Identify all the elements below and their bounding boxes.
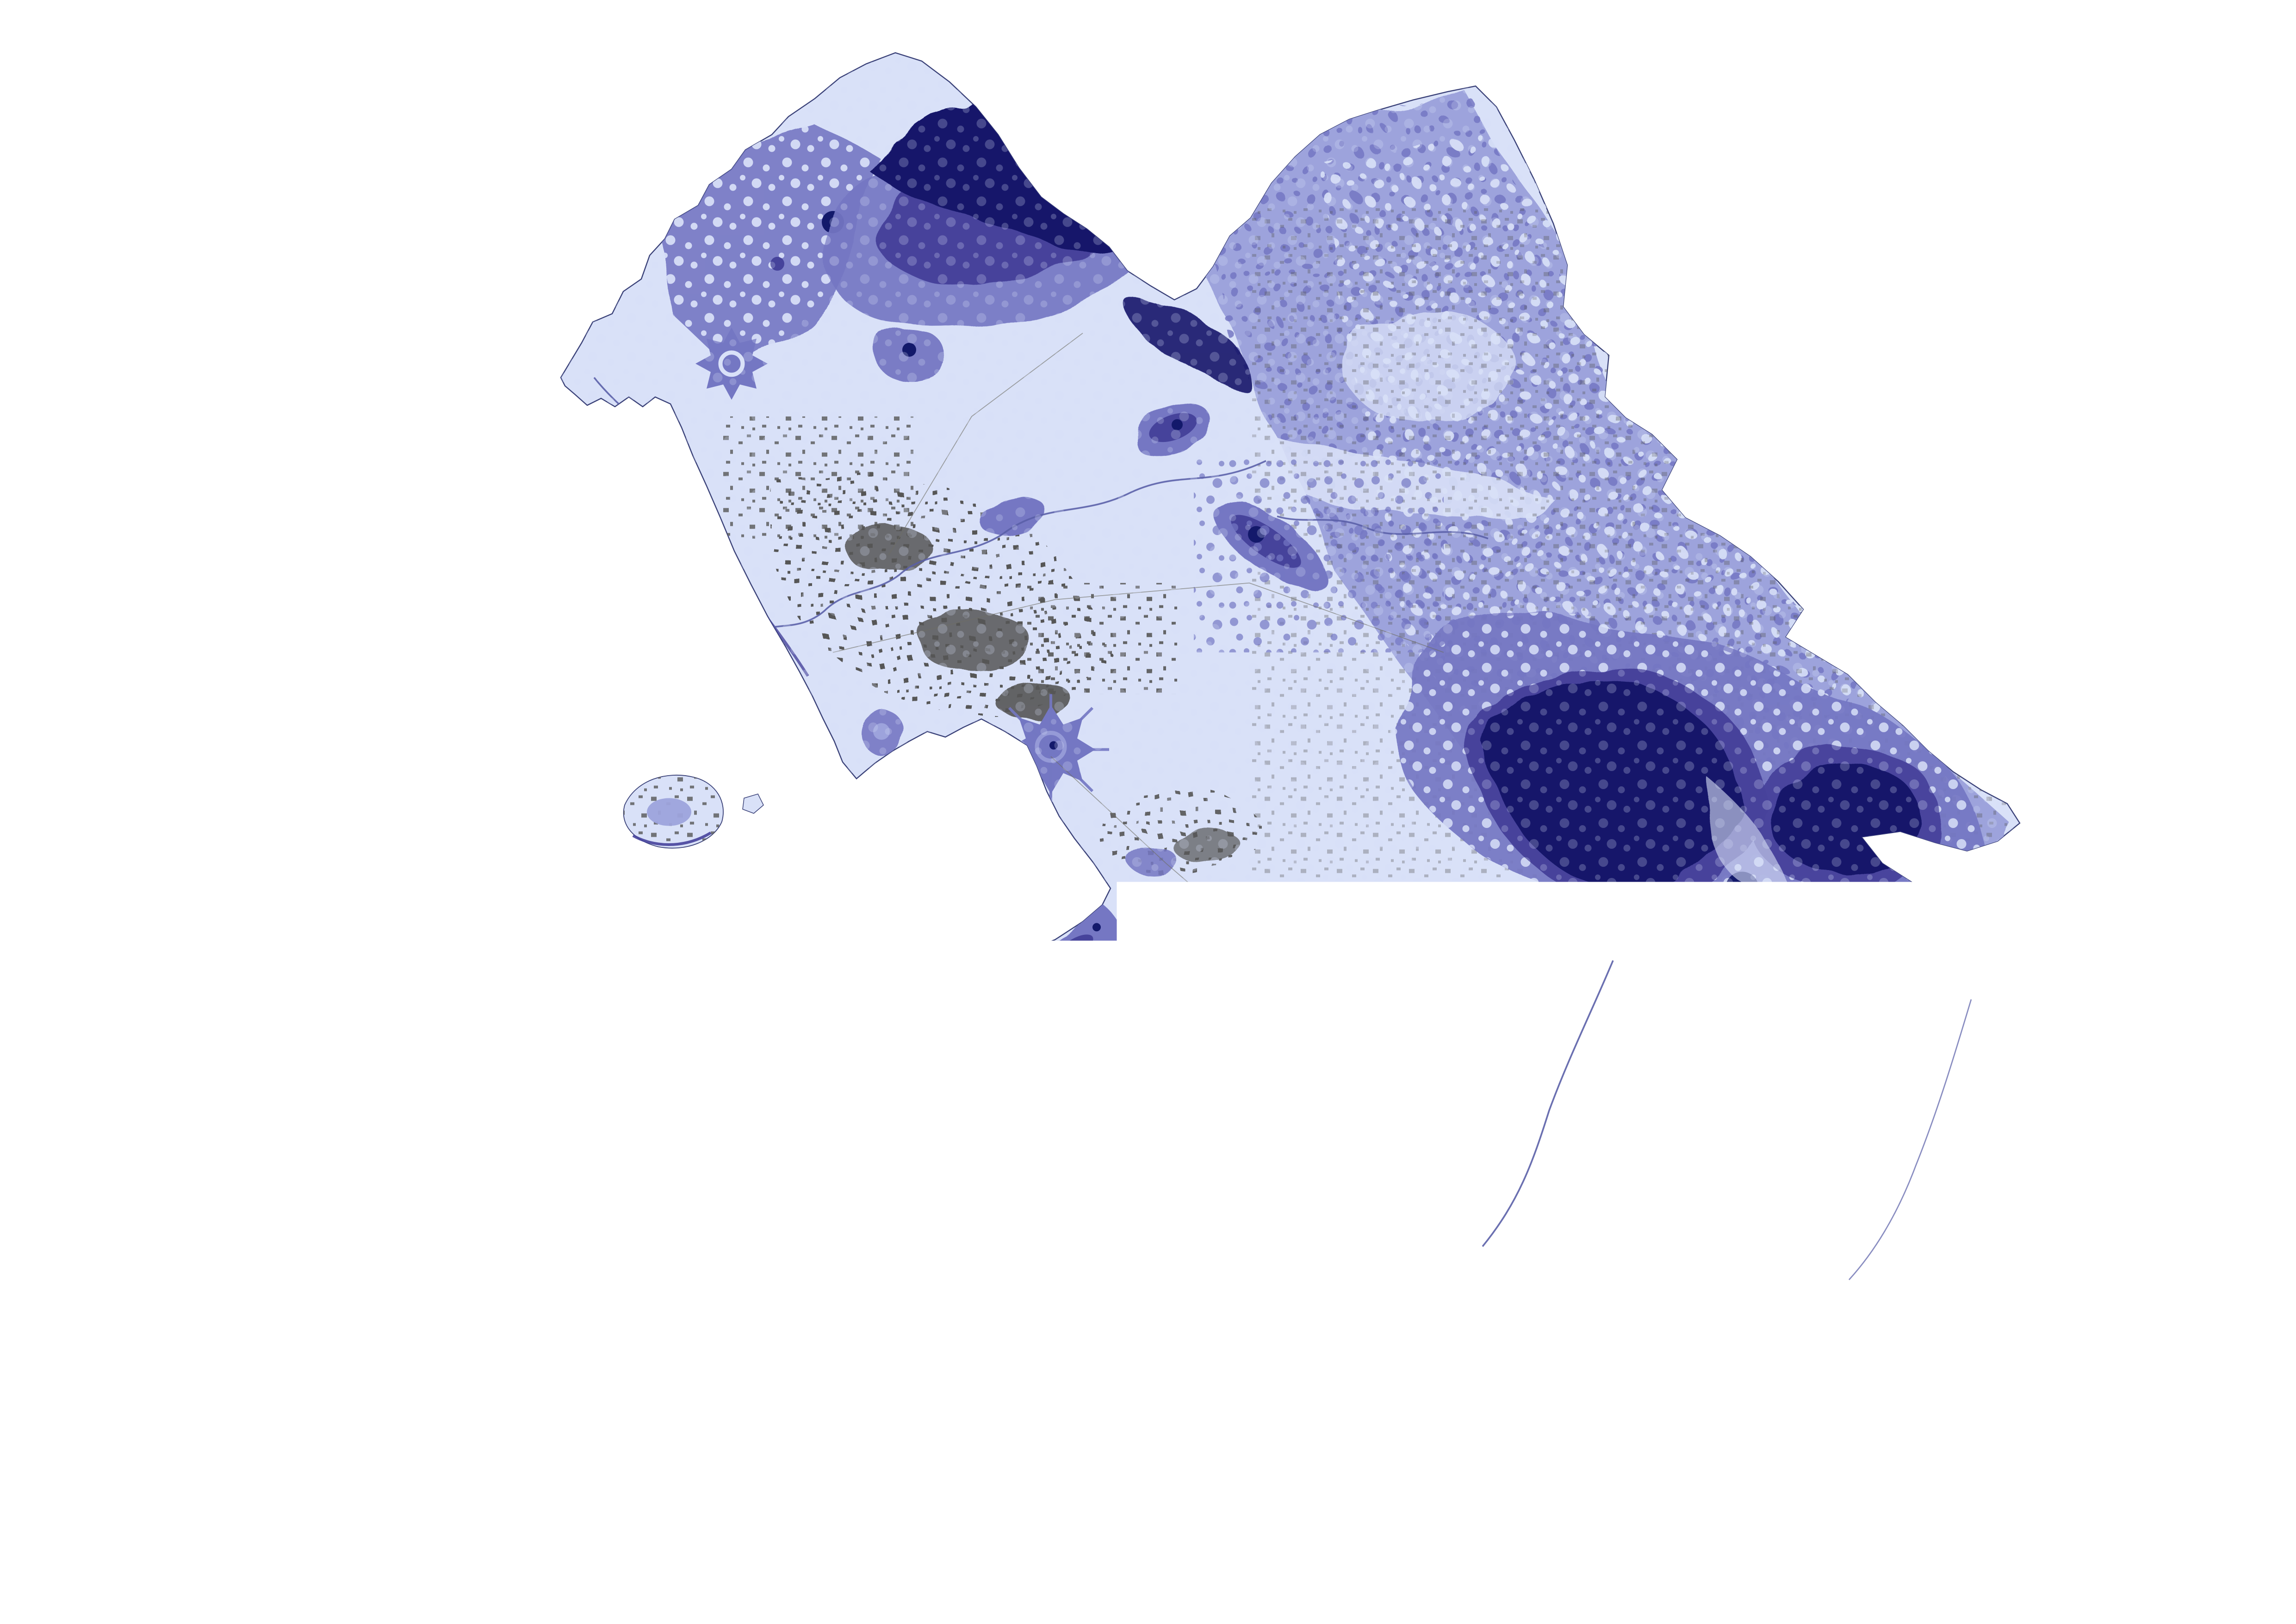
legend-item-non-valutato: Non valutato [435, 1139, 1083, 1188]
legend-item-media: Media [435, 1337, 1083, 1385]
legend-label-molto-alta: Molto alta [551, 1468, 713, 1516]
legend-item-molto-bassa: Molto bassa [435, 1205, 1083, 1253]
legend-item-molto-alta: Molto alta [435, 1468, 1083, 1516]
legend-label-non-valutato: Non valutato [551, 1139, 761, 1188]
legend-swatch-alta [435, 1402, 533, 1450]
map-canvas: Legenda Non valutato Molto bassa Bassa M… [0, 0, 2296, 1624]
legend-swatch-molto-bassa [435, 1205, 533, 1253]
legend-swatch-molto-alta [435, 1468, 533, 1516]
legend-swatch-non-valutato [435, 1139, 533, 1188]
legend-label-molto-bassa: Molto bassa [551, 1205, 753, 1253]
legend-item-bassa: Bassa [435, 1271, 1083, 1319]
legend-swatch-media [435, 1337, 533, 1385]
legend-title: Legenda [434, 1054, 658, 1117]
legend-label-alta: Alta [551, 1402, 615, 1450]
legend-item-alta: Alta [435, 1402, 1083, 1450]
legend: Legenda Non valutato Molto bassa Bassa M… [0, 0, 2296, 1624]
legend-swatch-bassa [435, 1271, 533, 1319]
legend-label-media: Media [551, 1337, 653, 1385]
legend-label-bassa: Bassa [551, 1271, 655, 1319]
